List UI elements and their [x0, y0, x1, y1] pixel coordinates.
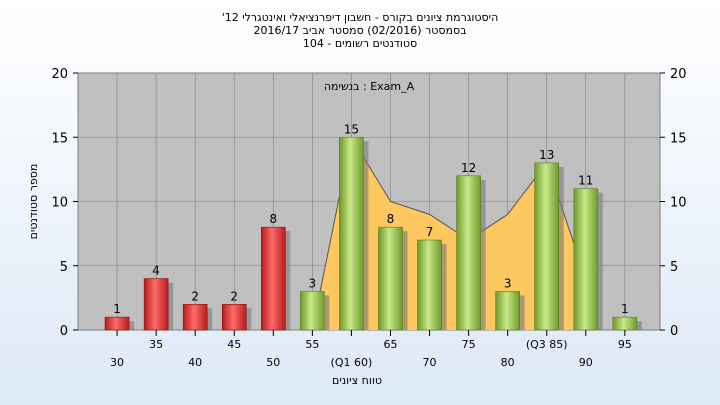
bar	[495, 291, 520, 331]
chart-title-line-1: 'היסטוגרמת ציונים בקורס - חשבון דיפרנציא…	[221, 11, 499, 24]
y-tick-label-right: 10	[670, 196, 687, 211]
x-tick-label: 45	[227, 338, 241, 351]
y-tick-label-left: 0	[60, 324, 68, 339]
y-tick-label-right: 20	[670, 67, 687, 82]
bar-value-label: 12	[461, 161, 476, 175]
x-tick-label: 65	[383, 338, 397, 351]
bar-value-label: 1	[113, 302, 121, 316]
bar	[456, 175, 481, 331]
chart-annotation: בנשימה : Exam_A	[324, 80, 415, 93]
bar-value-label: 7	[426, 225, 434, 239]
x-tick-label: 55	[305, 338, 319, 351]
x-tick-label: (Q3 85)	[526, 338, 568, 351]
bar-value-label: 4	[152, 264, 160, 278]
bar	[378, 226, 403, 331]
bar-value-label: 3	[504, 276, 512, 290]
bar-value-label: 2	[230, 289, 238, 303]
x-axis-label: טווח ציונים	[332, 374, 382, 387]
chart-title-line-2: בסמסטר (02/2016) סמסטר אביב 2016/17	[253, 24, 467, 37]
bar-value-label: 8	[269, 212, 277, 226]
x-tick-label: (Q1 60)	[331, 356, 373, 369]
x-tick-label: 90	[579, 356, 593, 369]
x-tick-label: 50	[266, 356, 280, 369]
bar-value-label: 11	[578, 174, 593, 188]
y-tick-label-left: 10	[51, 196, 68, 211]
x-tick-label: 80	[501, 356, 515, 369]
y-tick-label-right: 0	[670, 324, 678, 339]
x-tick-label: 75	[462, 338, 476, 351]
bar	[143, 278, 169, 331]
y-tick-label-left: 5	[60, 260, 68, 275]
bar	[104, 316, 130, 331]
y-tick-label-right: 5	[670, 260, 678, 275]
bar-value-label: 3	[309, 276, 317, 290]
bar-value-label: 15	[344, 122, 359, 136]
bar-value-label: 8	[387, 212, 395, 226]
bar	[182, 303, 208, 331]
bar	[417, 239, 442, 331]
bar	[573, 188, 599, 331]
chart-title-line-3: סטודנטים רשומים - 104	[302, 37, 418, 50]
x-tick-label: 30	[110, 356, 124, 369]
bar	[612, 316, 638, 331]
bar-value-label: 2	[191, 289, 199, 303]
x-tick-label: 70	[423, 356, 437, 369]
y-tick-label-left: 20	[51, 67, 68, 82]
x-tick-label: 35	[149, 338, 163, 351]
x-tick-label: 95	[618, 338, 632, 351]
bar-value-label: 13	[539, 148, 554, 162]
bar	[221, 303, 247, 331]
y-tick-label-left: 15	[51, 131, 68, 146]
bar	[339, 136, 364, 331]
x-tick-label: 40	[188, 356, 202, 369]
bar	[300, 291, 325, 331]
bar	[261, 226, 286, 331]
y-axis-label: מספר סטודנטים	[27, 164, 40, 240]
y-tick-label-right: 15	[670, 131, 687, 146]
bar-value-label: 1	[621, 302, 629, 316]
bar	[534, 162, 560, 331]
